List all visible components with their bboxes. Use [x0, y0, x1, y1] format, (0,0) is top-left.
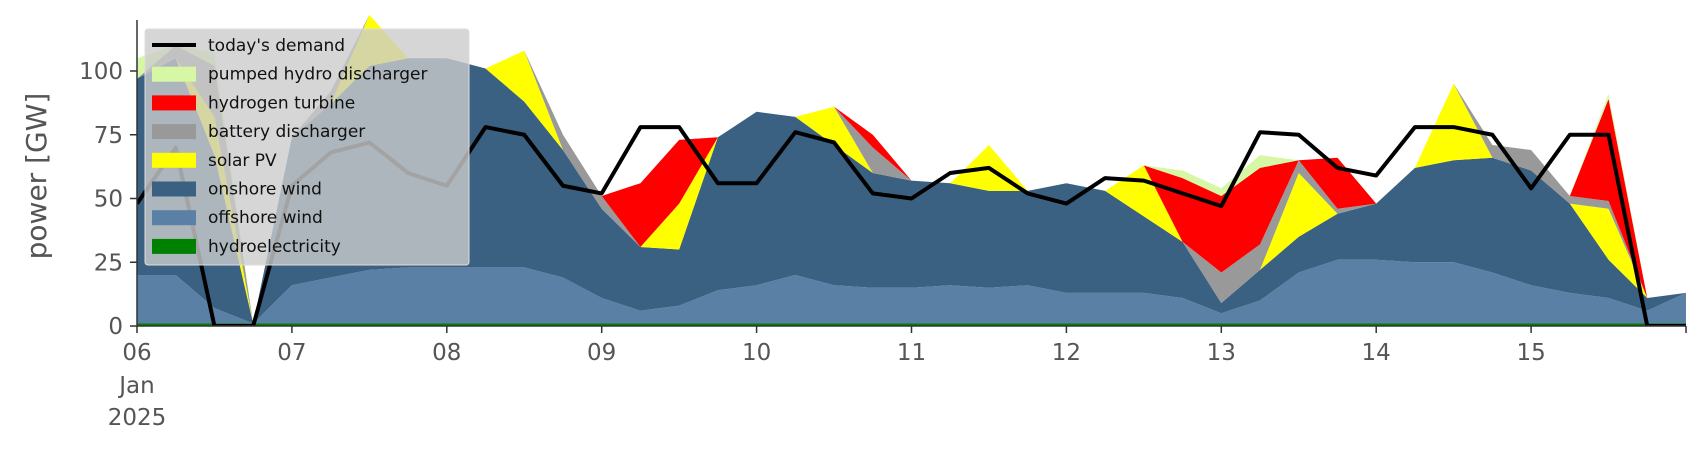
legend: today's demand pumped hydro discharger hyd…: [144, 28, 470, 266]
x-tick-label: 12: [1052, 340, 1081, 366]
x-tick-label: 08: [432, 340, 461, 366]
legend-swatch-onshore-wind: [152, 181, 196, 197]
x-tick-label: 13: [1207, 340, 1236, 366]
legend-label-pumped-hydro-discharger: pumped hydro discharger: [208, 65, 427, 85]
legend-swatch-battery-discharger: [152, 124, 196, 140]
legend-label-hydroelectricity: hydroelectricity: [208, 237, 341, 257]
legend-swatch-solar-pv: [152, 152, 196, 168]
legend-swatch-offshore-wind: [152, 210, 196, 226]
legend-label-today-s-demand: today's demand: [208, 36, 345, 56]
stacked-areas: [137, 14, 1686, 326]
x-tick-label: 09: [587, 340, 616, 366]
y-axis-label: power [GW]: [20, 93, 53, 260]
legend-label-offshore-wind: offshore wind: [208, 208, 323, 228]
x-tick-label: 10: [742, 340, 771, 366]
legend-label-solar-pv: solar PV: [208, 151, 277, 171]
x-tick-label: 15: [1516, 340, 1545, 366]
area-solar-pv: [137, 14, 1686, 324]
legend-swatch-pumped-hydro-discharger: [152, 66, 196, 82]
legend-label-hydrogen-turbine: hydrogen turbine: [208, 93, 355, 113]
y-tick-label: 75: [94, 123, 123, 149]
x-tick-label: 06: [122, 340, 151, 366]
y-tick-label: 25: [94, 250, 123, 276]
area-offshore-wind: [137, 259, 1686, 324]
y-tick-label: 50: [94, 187, 123, 213]
x-tick-label: 14: [1362, 340, 1391, 366]
x-tick-label: 11: [897, 340, 926, 366]
legend-box: [144, 28, 470, 266]
legend-swatch-hydrogen-turbine: [152, 95, 196, 111]
x-tick-sublabel: Jan: [117, 373, 154, 399]
legend-swatch-hydroelectricity: [152, 238, 196, 254]
y-tick-label: 0: [108, 314, 123, 340]
x-ticks: 06 Jan 2025 07 08 09 10 11 12 13 14 15: [108, 326, 1687, 431]
area-onshore-wind: [137, 58, 1686, 324]
y-ticks: 0 25 50 75 100: [79, 59, 137, 340]
x-tick-label: 07: [277, 340, 306, 366]
legend-label-battery-discharger: battery discharger: [208, 122, 365, 142]
y-tick-label: 100: [79, 59, 123, 85]
legend-label-onshore-wind: onshore wind: [208, 180, 322, 200]
x-tick-sublabel-year: 2025: [108, 405, 167, 431]
